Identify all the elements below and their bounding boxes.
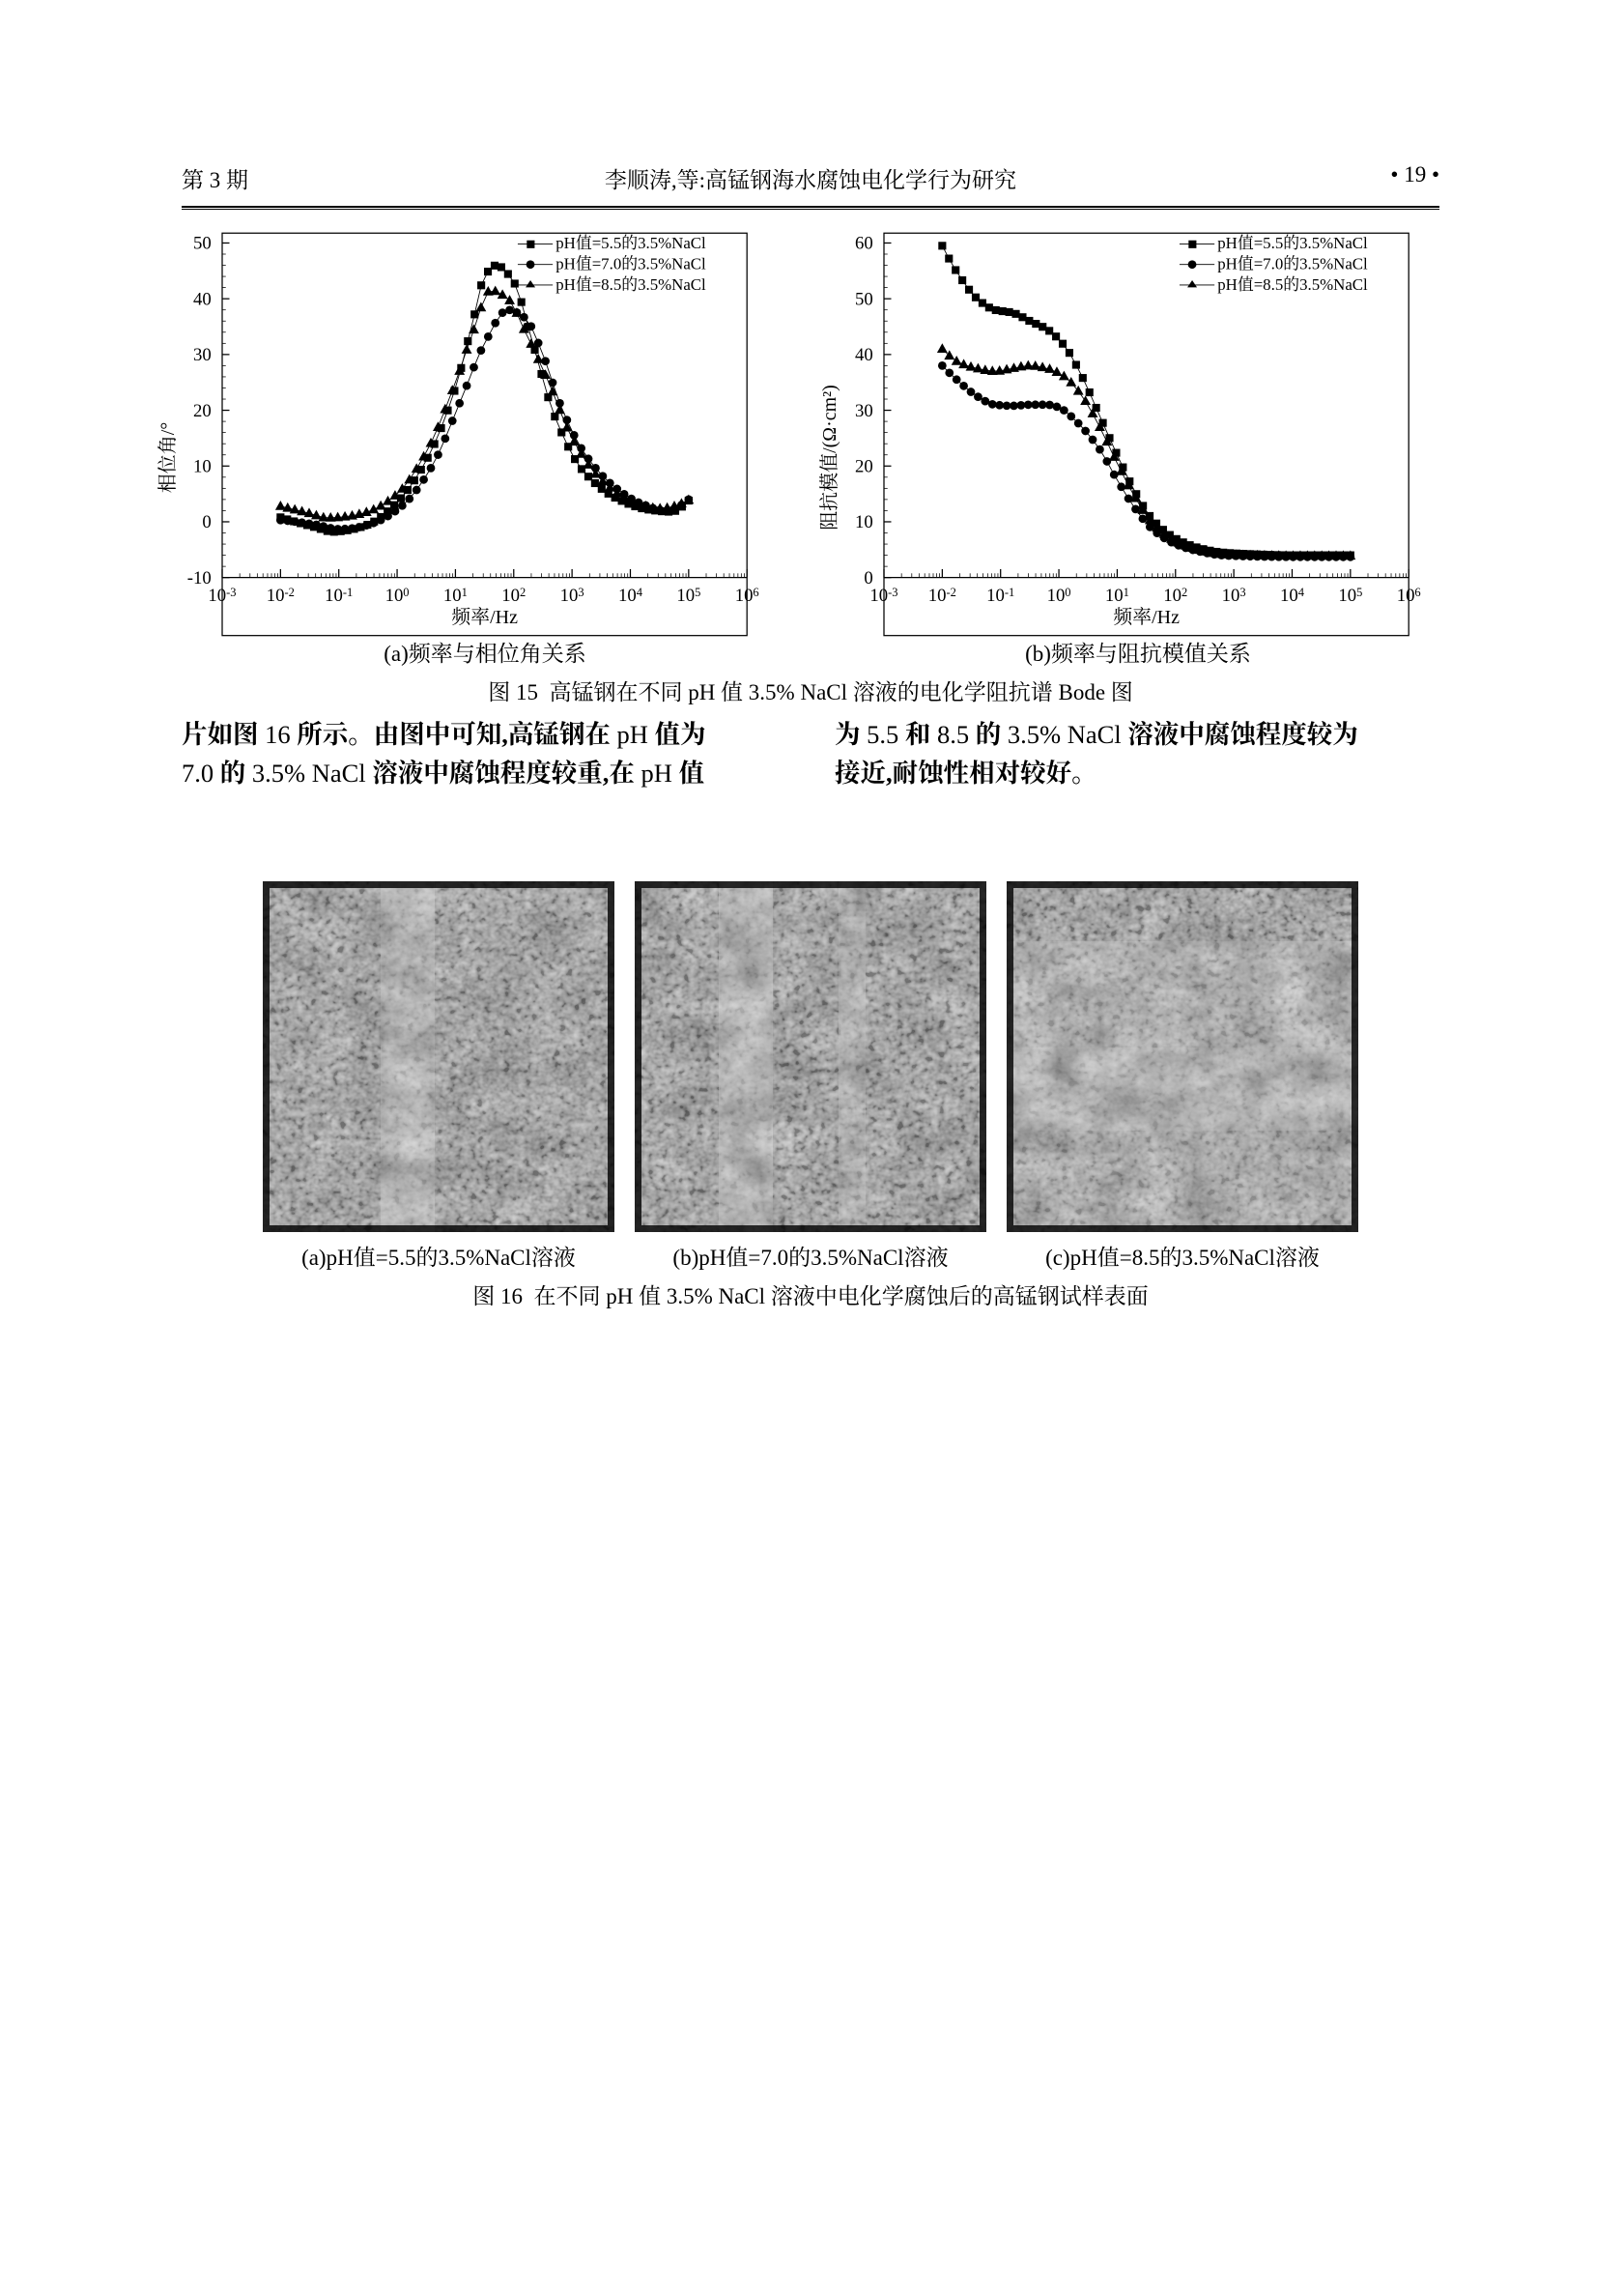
svg-text:30: 30 [855, 401, 873, 421]
svg-text:相位角/°: 相位角/° [157, 422, 179, 493]
svg-text:pH值=7.0的3.5%NaCl: pH值=7.0的3.5%NaCl [555, 255, 706, 273]
svg-text:10: 10 [855, 512, 873, 532]
svg-text:40: 40 [855, 345, 873, 365]
svg-text:50: 50 [855, 289, 873, 309]
svg-text:阻抗模值/(Ω·cm²): 阻抗模值/(Ω·cm²) [818, 385, 840, 531]
svg-text:pH值=7.0的3.5%NaCl: pH值=7.0的3.5%NaCl [1217, 255, 1368, 273]
svg-text:20: 20 [855, 457, 873, 477]
svg-text:40: 40 [193, 289, 212, 309]
svg-text:频率/Hz: 频率/Hz [451, 606, 518, 628]
svg-text:pH值=8.5的3.5%NaCl: pH值=8.5的3.5%NaCl [1217, 275, 1368, 294]
svg-text:50: 50 [193, 234, 212, 254]
svg-text:pH值=8.5的3.5%NaCl: pH值=8.5的3.5%NaCl [555, 275, 706, 294]
svg-text:频率/Hz: 频率/Hz [1113, 606, 1180, 628]
svg-text:pH值=5.5的3.5%NaCl: pH值=5.5的3.5%NaCl [1217, 234, 1368, 252]
svg-text:20: 20 [193, 401, 212, 421]
svg-text:pH值=5.5的3.5%NaCl: pH值=5.5的3.5%NaCl [555, 234, 706, 252]
svg-text:60: 60 [855, 234, 873, 254]
svg-text:30: 30 [193, 345, 212, 365]
svg-text:10: 10 [193, 457, 212, 477]
svg-text:0: 0 [202, 512, 211, 532]
